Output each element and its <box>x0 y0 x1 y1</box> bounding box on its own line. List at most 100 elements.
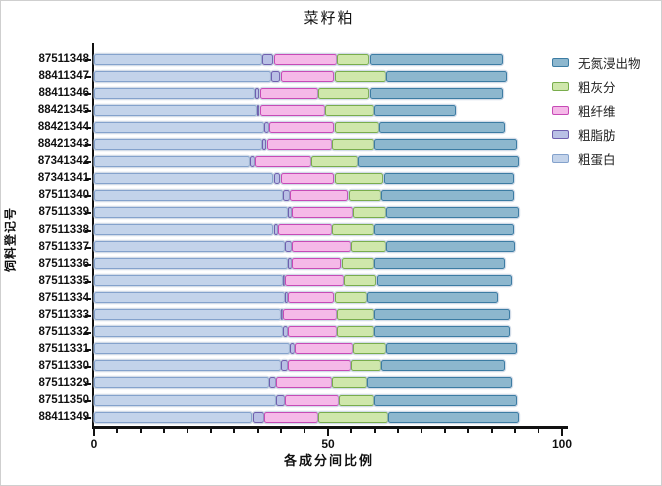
bar-segment-粗纤维 <box>294 343 354 355</box>
bar-segment-粗脂肪 <box>287 258 293 270</box>
y-tick <box>85 59 91 61</box>
bar-segment-粗纤维 <box>283 309 337 321</box>
bar-segment-粗灰分 <box>353 343 386 355</box>
bar-segment-粗蛋白 <box>93 377 269 389</box>
x-tick <box>373 428 376 433</box>
bar-segment-粗脂肪 <box>285 292 288 304</box>
bar-segment-粗纤维 <box>292 206 354 218</box>
bar-segment-粗脂肪 <box>276 394 286 406</box>
bar-segment-粗蛋白 <box>93 121 265 133</box>
legend: 无氮浸出物 粗灰分 粗纤维 粗脂肪 粗蛋白 <box>552 50 641 170</box>
category-label: 88421344 <box>37 121 89 134</box>
bar-segment-粗脂肪 <box>261 53 274 65</box>
bar-segment-粗灰分 <box>350 360 382 372</box>
bar-segment-粗脂肪 <box>285 241 293 253</box>
x-tick <box>327 428 329 436</box>
y-tick <box>85 229 91 232</box>
bar-segment-粗灰分 <box>350 241 386 253</box>
bar-segment-粗蛋白 <box>93 326 283 338</box>
bar-segment-无氮浸出物 <box>386 343 517 355</box>
y-tick <box>85 365 91 368</box>
bar-segment-无氮浸出物 <box>376 275 513 287</box>
bar-segment-粗纤维 <box>287 292 335 304</box>
bar-segment-粗蛋白 <box>93 394 276 406</box>
y-tick <box>85 144 91 147</box>
y-tick <box>85 127 91 130</box>
bar-segment-无氮浸出物 <box>381 360 506 372</box>
bar-segment-粗灰分 <box>332 138 375 150</box>
bar-segment-无氮浸出物 <box>383 172 515 184</box>
bar-segment-无氮浸出物 <box>369 87 503 99</box>
x-tick <box>444 428 446 433</box>
bar-segment-粗灰分 <box>325 104 375 116</box>
bar-segment-粗纤维 <box>280 70 335 82</box>
x-tick <box>467 428 470 433</box>
bar-segment-粗蛋白 <box>93 258 288 270</box>
bar-segment-粗蛋白 <box>93 275 283 287</box>
x-tick <box>233 428 236 433</box>
bar-segment-无氮浸出物 <box>357 155 520 167</box>
legend-item: 粗灰分 <box>552 74 641 98</box>
bar-segment-粗纤维 <box>259 87 318 99</box>
bar-segment-粗脂肪 <box>290 343 295 355</box>
bar-segment-粗灰分 <box>334 121 379 133</box>
bar-segment-粗脂肪 <box>264 121 269 133</box>
category-label: 87511337 <box>38 240 89 253</box>
bar-segment-粗纤维 <box>254 155 311 167</box>
bar-segment-粗灰分 <box>332 377 368 389</box>
y-tick <box>85 348 91 351</box>
bar-segment-粗脂肪 <box>283 275 286 287</box>
x-tick-label: 50 <box>321 437 335 451</box>
legend-item: 粗脂肪 <box>552 122 641 146</box>
bar-segment-粗纤维 <box>287 326 337 338</box>
bar-segment-无氮浸出物 <box>381 189 515 201</box>
bar-segment-无氮浸出物 <box>374 138 517 150</box>
y-tick <box>85 76 91 79</box>
y-tick <box>85 246 91 249</box>
bar-segment-粗纤维 <box>285 394 339 406</box>
legend-swatch-icon <box>552 57 569 67</box>
bar-segment-粗纤维 <box>276 377 332 389</box>
bar-segment-无氮浸出物 <box>386 70 508 82</box>
legend-item: 粗纤维 <box>552 98 641 122</box>
category-label: 87511340 <box>38 189 89 202</box>
y-tick <box>85 212 91 215</box>
bar-segment-粗灰分 <box>311 155 358 167</box>
bar-segment-粗灰分 <box>334 292 368 304</box>
bar-segment-粗蛋白 <box>93 155 251 167</box>
bar-segment-粗脂肪 <box>271 70 281 82</box>
bar-segment-无氮浸出物 <box>374 104 456 116</box>
legend-item: 无氮浸出物 <box>552 50 641 74</box>
bar-segment-粗脂肪 <box>269 377 276 389</box>
y-tick <box>85 93 91 96</box>
bar-segment-粗纤维 <box>278 224 332 235</box>
bar-segment-粗蛋白 <box>93 224 274 235</box>
bar-segment-粗纤维 <box>266 138 332 150</box>
category-label: 87511348 <box>38 53 89 65</box>
y-tick <box>85 314 91 317</box>
bar-segment-粗脂肪 <box>254 87 260 99</box>
legend-label: 粗脂肪 <box>578 127 616 143</box>
y-tick <box>85 178 91 181</box>
bar-segment-粗脂肪 <box>287 206 293 218</box>
legend-label: 粗纤维 <box>578 103 616 119</box>
x-tick <box>490 428 493 433</box>
category-label: 87511332 <box>38 325 89 338</box>
bar-segment-粗脂肪 <box>250 155 255 167</box>
category-label: 87341341 <box>37 172 89 185</box>
bar-segment-粗脂肪 <box>261 138 267 150</box>
bar-segment-无氮浸出物 <box>369 53 503 65</box>
x-tick <box>561 428 563 436</box>
y-tick <box>85 417 91 420</box>
category-label: 87511330 <box>38 359 89 372</box>
x-tick <box>163 428 165 433</box>
category-label: 87511350 <box>38 394 89 406</box>
bar-segment-无氮浸出物 <box>374 394 517 406</box>
bar-segment-粗纤维 <box>264 411 318 423</box>
y-axis-line <box>92 43 95 426</box>
x-tick <box>139 428 142 433</box>
bar-segment-粗蛋白 <box>93 70 272 82</box>
bar-segment-粗纤维 <box>290 189 349 201</box>
bar-segment-粗蛋白 <box>93 206 288 218</box>
